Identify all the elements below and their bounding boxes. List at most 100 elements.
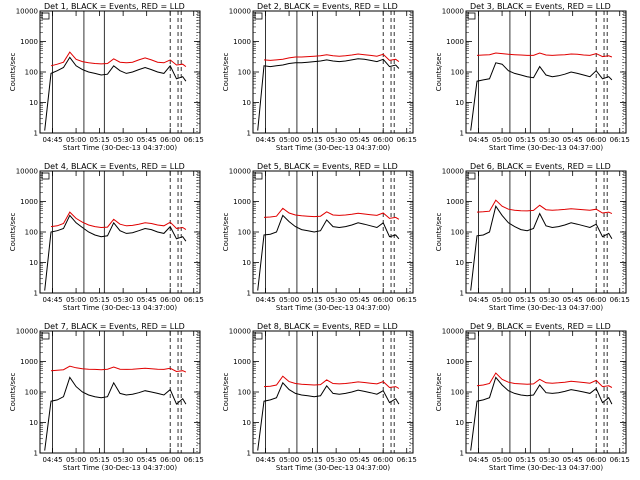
x-tick-label: 05:00 <box>66 296 86 304</box>
y-tick-label: 10000 <box>229 328 251 336</box>
y-axis-label: Counts/sec <box>222 373 230 412</box>
events-series-line <box>257 381 400 451</box>
y-tick-label: 10000 <box>16 328 38 336</box>
x-tick-label: 04:45 <box>42 136 62 144</box>
x-tick-label: 06:15 <box>397 456 417 464</box>
lld-series-line <box>476 52 613 58</box>
y-tick-label: 10 <box>29 99 38 107</box>
y-tick-label: 1000 <box>20 358 38 366</box>
chart-panel: Det 7, BLACK = Events, RED = LLD 1 10 100 10… <box>9 322 204 472</box>
plot-frame <box>465 10 627 134</box>
y-tick-label: 100 <box>451 389 464 397</box>
y-tick-label: 1000 <box>20 198 38 206</box>
x-tick-label: 05:00 <box>492 296 512 304</box>
x-tick-label: 05:15 <box>303 136 323 144</box>
x-tick-label: 05:15 <box>303 456 323 464</box>
plot-frame <box>39 170 201 294</box>
x-tick-label: 06:00 <box>160 296 180 304</box>
chart-panel: Det 5, BLACK = Events, RED = LLD 1 10 100 10… <box>222 162 417 312</box>
lld-series-line <box>263 53 400 63</box>
x-tick-label: 05:30 <box>326 296 346 304</box>
y-tick-label: 1 <box>247 130 251 138</box>
events-series-line <box>257 58 400 131</box>
y-tick-label: 10000 <box>16 8 38 16</box>
corner-box <box>41 172 50 180</box>
x-tick-label: 06:00 <box>586 136 606 144</box>
x-tick-label: 04:45 <box>42 456 62 464</box>
x-tick-label: 06:00 <box>160 456 180 464</box>
x-tick-label: 06:15 <box>397 136 417 144</box>
y-tick-label: 1000 <box>233 358 251 366</box>
x-tick-label: 05:45 <box>137 456 157 464</box>
lld-series-line <box>476 372 613 388</box>
y-tick-label: 1000 <box>446 358 464 366</box>
y-tick-label: 10 <box>455 259 464 267</box>
x-tick-label: 06:15 <box>610 456 630 464</box>
y-tick-label: 10000 <box>229 168 251 176</box>
x-tick-label: 05:45 <box>350 296 370 304</box>
y-tick-label: 10000 <box>442 8 464 16</box>
y-tick-label: 1000 <box>446 198 464 206</box>
x-tick-label: 05:15 <box>303 296 323 304</box>
x-tick-label: 04:45 <box>468 296 488 304</box>
x-tick-label: 06:15 <box>184 456 204 464</box>
y-axis-label: Counts/sec <box>435 373 443 412</box>
x-tick-label: 05:30 <box>326 136 346 144</box>
y-tick-label: 10000 <box>442 168 464 176</box>
x-tick-label: 05:45 <box>350 136 370 144</box>
x-tick-label: 05:00 <box>66 456 86 464</box>
x-tick-label: 05:30 <box>326 456 346 464</box>
y-tick-label: 100 <box>451 229 464 237</box>
x-tick-label: 05:00 <box>279 296 299 304</box>
x-tick-label: 06:00 <box>373 456 393 464</box>
events-series-line <box>44 56 187 131</box>
y-tick-label: 1 <box>247 450 251 458</box>
y-tick-label: 1000 <box>233 38 251 46</box>
y-tick-label: 1 <box>34 290 38 298</box>
y-tick-label: 10 <box>455 419 464 427</box>
y-axis-label: Counts/sec <box>222 213 230 252</box>
x-tick-label: 05:30 <box>539 296 559 304</box>
events-series-line <box>470 376 613 451</box>
chart-title: Det 2, BLACK = Events, RED = LLD <box>257 2 398 11</box>
corner-box <box>467 12 476 20</box>
events-series-line <box>470 204 613 291</box>
x-tick-label: 05:15 <box>516 136 536 144</box>
y-tick-label: 10 <box>29 419 38 427</box>
x-axis-label: Start Time (30-Dec-13 04:37:00) <box>276 464 390 472</box>
plot-frame <box>252 10 414 134</box>
lld-series-line <box>50 211 187 231</box>
y-tick-label: 10 <box>455 99 464 107</box>
x-tick-label: 05:45 <box>137 136 157 144</box>
x-tick-label: 04:45 <box>42 296 62 304</box>
corner-box <box>467 172 476 180</box>
x-tick-label: 05:45 <box>137 296 157 304</box>
x-tick-label: 04:45 <box>468 456 488 464</box>
y-tick-label: 10000 <box>442 328 464 336</box>
corner-box <box>254 332 263 340</box>
y-tick-label: 1 <box>34 450 38 458</box>
corner-box <box>254 12 263 20</box>
y-axis-label: Counts/sec <box>9 373 17 412</box>
x-tick-label: 05:30 <box>539 456 559 464</box>
chart-panel: Det 3, BLACK = Events, RED = LLD 1 10 100 10… <box>435 2 630 152</box>
x-tick-label: 05:30 <box>113 136 133 144</box>
y-tick-label: 1000 <box>20 38 38 46</box>
x-axis-label: Start Time (30-Dec-13 04:37:00) <box>63 144 177 152</box>
x-axis-label: Start Time (30-Dec-13 04:37:00) <box>489 464 603 472</box>
x-tick-label: 06:15 <box>397 296 417 304</box>
chart-title: Det 8, BLACK = Events, RED = LLD <box>257 322 398 331</box>
chart-title: Det 7, BLACK = Events, RED = LLD <box>44 322 185 331</box>
y-axis-label: Counts/sec <box>435 53 443 92</box>
chart-title: Det 1, BLACK = Events, RED = LLD <box>44 2 185 11</box>
x-tick-label: 05:15 <box>90 296 110 304</box>
y-tick-label: 10 <box>29 259 38 267</box>
y-axis-label: Counts/sec <box>9 213 17 252</box>
y-tick-label: 10000 <box>229 8 251 16</box>
x-tick-label: 05:45 <box>563 456 583 464</box>
lld-series-line <box>50 365 187 373</box>
x-tick-label: 05:45 <box>563 136 583 144</box>
chart-panel: Det 1, BLACK = Events, RED = LLD 1 10 100 10… <box>9 2 204 152</box>
y-tick-label: 10000 <box>16 168 38 176</box>
